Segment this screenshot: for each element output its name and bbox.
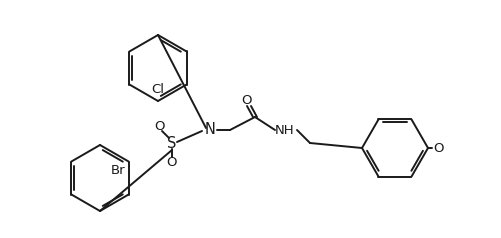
Text: NH: NH (275, 124, 294, 137)
Text: O: O (241, 94, 252, 106)
Text: O: O (166, 155, 177, 169)
Text: Br: Br (111, 164, 125, 178)
Text: O: O (154, 119, 165, 133)
Text: S: S (167, 135, 176, 150)
Text: N: N (204, 123, 215, 138)
Text: Cl: Cl (151, 83, 164, 96)
Text: O: O (432, 142, 442, 154)
